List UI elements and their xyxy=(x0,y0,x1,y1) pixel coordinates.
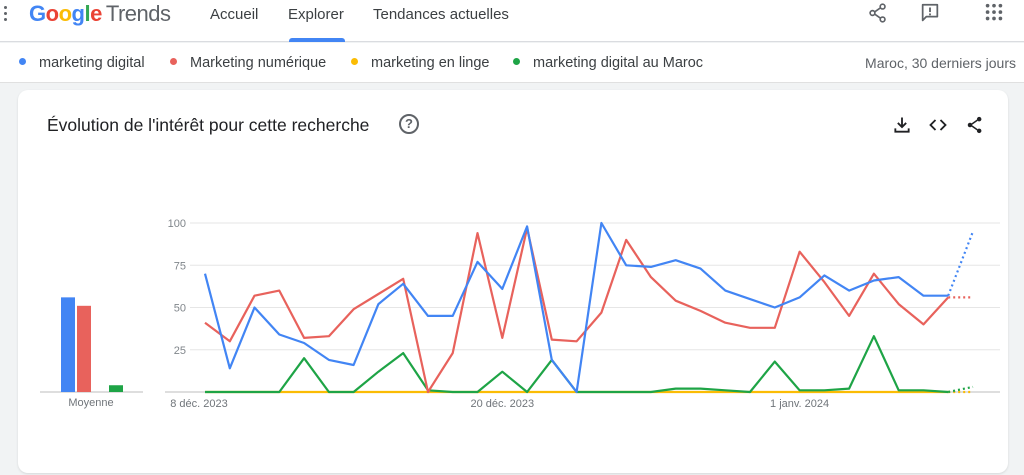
share-icon[interactable] xyxy=(867,2,889,24)
average-bar xyxy=(77,305,91,392)
nav-tendances-actuelles[interactable]: Tendances actuelles xyxy=(373,6,509,23)
term-marketing-digital-au-maroc[interactable]: marketing digital au Maroc xyxy=(513,55,703,71)
series-line xyxy=(203,221,949,394)
average-bar xyxy=(109,385,123,392)
term-label: marketing en linge xyxy=(371,55,490,71)
nav-explorer[interactable]: Explorer xyxy=(288,6,344,23)
term-label: marketing digital xyxy=(39,55,145,71)
x-tick-label: 1 janv. 2024 xyxy=(770,398,829,410)
interest-over-time-card: Évolution de l'intérêt pour cette recher… xyxy=(18,90,1008,473)
series-partial-segment xyxy=(947,385,974,394)
feedback-icon[interactable] xyxy=(919,2,941,24)
term-label: marketing digital au Maroc xyxy=(533,55,704,71)
term-marketing-en-linge[interactable]: marketing en linge xyxy=(351,55,490,71)
active-tab-indicator xyxy=(289,38,345,42)
x-tick-label: 8 déc. 2023 xyxy=(170,398,228,410)
region-time-filter[interactable]: Maroc, 30 derniers jours xyxy=(865,55,1016,71)
y-tick-label: 75 xyxy=(174,260,186,272)
x-tick-label: 20 déc. 2023 xyxy=(470,398,534,410)
term-color-dot xyxy=(170,58,177,65)
term-color-dot xyxy=(19,58,26,65)
term-color-dot xyxy=(351,58,358,65)
term-color-dot xyxy=(513,58,520,65)
term-marketing-numerique[interactable]: Marketing numérique xyxy=(170,55,326,71)
nav-accueil[interactable]: Accueil xyxy=(210,6,259,23)
logo-brand: Google xyxy=(29,1,102,26)
series-line xyxy=(204,227,950,394)
top-bar: Google Trends Accueil Explorer Tendances … xyxy=(0,0,1024,42)
average-label: Moyenne xyxy=(68,397,113,409)
embed-icon[interactable] xyxy=(928,115,948,135)
help-icon[interactable]: ? xyxy=(399,114,419,134)
series-line xyxy=(205,335,949,394)
logo-product: Trends xyxy=(105,1,171,26)
series-partial-segment xyxy=(947,231,975,297)
download-icon[interactable] xyxy=(892,115,912,135)
share-icon[interactable] xyxy=(965,115,985,135)
term-label: Marketing numérique xyxy=(190,55,327,71)
y-tick-label: 25 xyxy=(174,345,186,357)
card-title: Évolution de l'intérêt pour cette recher… xyxy=(47,115,370,135)
apps-grid-icon[interactable] xyxy=(983,2,1005,24)
average-bar xyxy=(61,297,75,392)
google-trends-logo[interactable]: Google Trends xyxy=(29,1,171,27)
term-marketing-digital[interactable]: marketing digital xyxy=(19,55,145,71)
main-menu-icon[interactable] xyxy=(4,6,8,22)
y-tick-label: 100 xyxy=(168,218,186,230)
search-terms-bar: marketing digital Marketing numérique ma… xyxy=(0,43,1024,83)
y-tick-label: 50 xyxy=(174,303,186,315)
